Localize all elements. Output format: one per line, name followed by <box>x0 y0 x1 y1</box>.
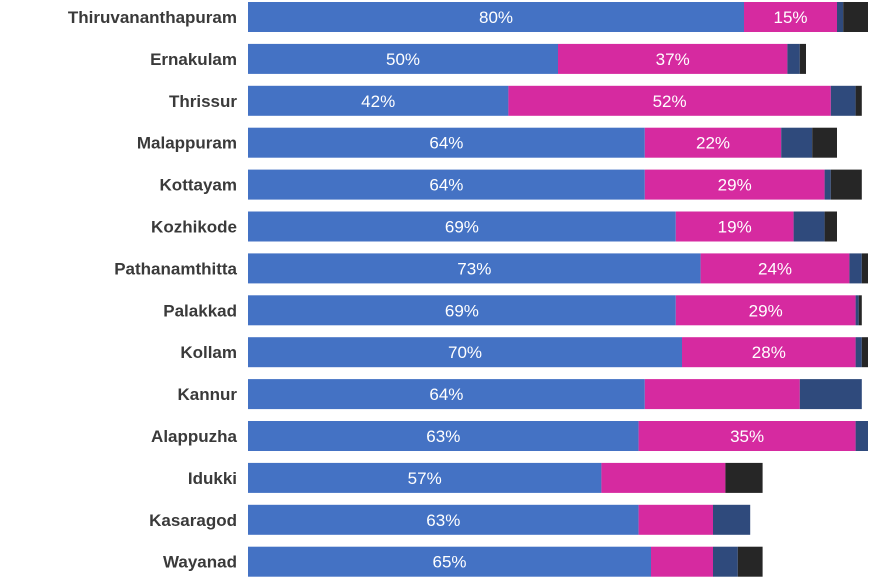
bar-segment-malappuram-s1 <box>248 127 645 158</box>
bar-segment-kozhikode-s3 <box>793 211 825 242</box>
data-label-kottayam-s1: 64% <box>429 176 463 195</box>
bar-segment-idukki-s4 <box>725 462 763 493</box>
bar-segment-wayanad-s2 <box>651 546 713 577</box>
data-label-kannur-s1: 64% <box>429 385 463 404</box>
bar-segment-pathanamthitta-s1 <box>248 253 701 284</box>
bar-segment-thrissur-s3 <box>830 85 856 116</box>
bar-segment-kannur-s3 <box>799 379 862 410</box>
bar-segment-wayanad-s4 <box>737 546 763 577</box>
data-label-kozhikode-s2: 19% <box>718 218 752 237</box>
category-label-ernakulam: Ernakulam <box>150 50 237 69</box>
data-label-ernakulam-s2: 37% <box>656 50 690 69</box>
bar-segment-kozhikode-s4 <box>824 211 837 242</box>
category-label-kottayam: Kottayam <box>160 176 237 195</box>
data-label-pathanamthitta-s1: 73% <box>457 259 491 278</box>
bar-segment-palakkad-s2 <box>675 295 856 326</box>
bar-segment-pathanamthitta-s3 <box>849 253 862 284</box>
bar-segment-idukki-s2 <box>601 462 726 493</box>
data-label-kasaragod-s1: 63% <box>426 511 460 530</box>
data-label-ernakulam-s1: 50% <box>386 50 420 69</box>
data-label-kottayam-s2: 29% <box>718 176 752 195</box>
bar-segment-wayanad-s3 <box>713 546 738 577</box>
bar-segment-pathanamthitta-s2 <box>700 253 850 284</box>
data-label-palakkad-s1: 69% <box>445 301 479 320</box>
data-label-kollam-s2: 28% <box>752 343 786 362</box>
category-label-kannur: Kannur <box>178 385 238 404</box>
data-label-thrissur-s2: 52% <box>653 92 687 111</box>
bar-segment-thrissur-s2 <box>508 85 831 116</box>
bar-segment-thiruvananthapuram-s3 <box>837 2 844 32</box>
bar-segment-ernakulam-s1 <box>248 43 558 74</box>
data-label-pathanamthitta-s2: 24% <box>758 259 792 278</box>
category-label-thrissur: Thrissur <box>169 92 237 111</box>
bar-segment-thiruvananthapuram-s4 <box>843 2 868 32</box>
bar-segment-kozhikode-s1 <box>248 211 676 242</box>
bar-segment-thiruvananthapuram-s1 <box>248 2 744 32</box>
bar-segment-kottayam-s3 <box>824 169 831 200</box>
bar-segment-kasaragod-s1 <box>248 504 639 535</box>
data-label-kollam-s1: 70% <box>448 343 482 362</box>
category-label-kasaragod: Kasaragod <box>149 511 237 530</box>
bar-segment-kollam-s2 <box>682 337 856 368</box>
bar-segment-wayanad-s1 <box>248 546 651 577</box>
bar-segment-malappuram-s4 <box>812 127 837 158</box>
data-label-thrissur-s1: 42% <box>361 92 395 111</box>
bar-segment-malappuram-s2 <box>644 127 782 158</box>
category-label-alappuzha: Alappuzha <box>151 427 237 446</box>
data-label-alappuzha-s1: 63% <box>426 427 460 446</box>
bar-segment-alappuzha-s3 <box>855 421 868 451</box>
bar-segment-kasaragod-s2 <box>638 504 713 535</box>
bar-segment-kottayam-s1 <box>248 169 645 200</box>
category-label-pathanamthitta: Pathanamthitta <box>114 259 237 278</box>
data-label-alappuzha-s2: 35% <box>730 427 764 446</box>
data-label-kozhikode-s1: 69% <box>445 218 479 237</box>
bar-segment-ernakulam-s3 <box>787 43 800 74</box>
bar-segment-thiruvananthapuram-s2 <box>744 2 837 32</box>
bar-segment-alappuzha-s2 <box>638 421 856 451</box>
category-label-palakkad: Palakkad <box>163 301 237 320</box>
data-label-malappuram-s2: 22% <box>696 134 730 153</box>
bar-segment-palakkad-s3 <box>855 295 859 326</box>
bar-segment-kannur-s1 <box>248 379 645 410</box>
bar-segment-kasaragod-s3 <box>713 504 751 535</box>
bar-segment-malappuram-s3 <box>781 127 813 158</box>
category-label-kollam: Kollam <box>180 343 237 362</box>
bar-segment-kollam-s1 <box>248 337 682 368</box>
bar-segment-palakkad-s4 <box>858 295 862 326</box>
category-label-kozhikode: Kozhikode <box>151 218 237 237</box>
bar-segment-kannur-s2 <box>644 379 800 410</box>
category-label-thiruvananthapuram: Thiruvananthapuram <box>68 8 237 27</box>
data-label-idukki-s1: 57% <box>408 469 442 488</box>
category-label-idukki: Idukki <box>188 469 237 488</box>
bar-segment-thrissur-s1 <box>248 85 509 116</box>
data-label-wayanad-s1: 65% <box>432 553 466 572</box>
data-label-thiruvananthapuram-s2: 15% <box>773 8 807 27</box>
bar-segment-idukki-s1 <box>248 462 602 493</box>
bar-segment-palakkad-s1 <box>248 295 676 326</box>
data-label-thiruvananthapuram-s1: 80% <box>479 8 513 27</box>
bar-segment-kollam-s3 <box>855 337 862 368</box>
bar-segment-kozhikode-s2 <box>675 211 794 242</box>
bar-segment-ernakulam-s4 <box>799 43 806 74</box>
data-label-malappuram-s1: 64% <box>429 134 463 153</box>
bar-segment-ernakulam-s2 <box>558 43 788 74</box>
bar-segment-thrissur-s4 <box>855 85 862 116</box>
bar-segment-kottayam-s2 <box>644 169 825 200</box>
category-label-wayanad: Wayanad <box>163 553 237 572</box>
data-label-palakkad-s2: 29% <box>749 301 783 320</box>
category-label-malappuram: Malappuram <box>137 134 237 153</box>
bar-segment-alappuzha-s1 <box>248 421 639 451</box>
bar-segment-kollam-s4 <box>861 337 868 368</box>
bar-segment-kottayam-s4 <box>830 169 862 200</box>
bar-segment-pathanamthitta-s4 <box>861 253 868 284</box>
